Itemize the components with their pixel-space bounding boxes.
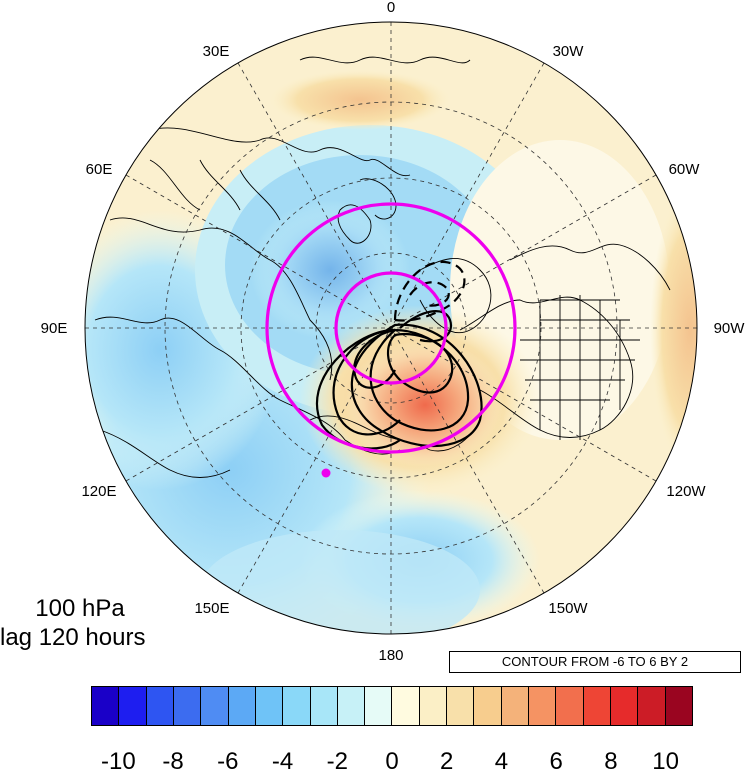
colorbar-cell: [283, 687, 311, 725]
colorbar-tick-label: 8: [604, 748, 618, 775]
lon-label-180: 180: [378, 647, 403, 664]
ring-inner: [334, 271, 448, 385]
colorbar-cell: [392, 687, 420, 725]
contour-loop-left-2: [332, 328, 401, 436]
lon-label-90e: 90E: [41, 320, 68, 337]
colorbar-tick-label: -8: [162, 748, 184, 775]
lon-label-0: 0: [387, 0, 395, 16]
lon-label-60w: 60W: [669, 161, 701, 178]
contour-positive-outer: [350, 323, 483, 448]
colorbar-cell: [665, 687, 692, 725]
colorbar-tick-label: 10: [652, 748, 679, 775]
lon-label-30e: 30E: [203, 43, 230, 60]
map-boundary: [84, 21, 698, 635]
colorbar-cell: [474, 687, 502, 725]
contour-lobe: [399, 310, 453, 343]
coastlines: [94, 56, 671, 478]
colorbar-cell: [529, 687, 557, 725]
colorbar-tick-label: 0: [385, 748, 399, 775]
colorbar-cell: [310, 687, 338, 725]
lon-label-150w: 150W: [548, 600, 588, 617]
lon-label-30w: 30W: [553, 43, 585, 60]
lon-label-150e: 150E: [194, 600, 229, 617]
colorbar-tick-label: 2: [440, 748, 454, 775]
colorbar: [91, 686, 693, 726]
colorbar-cell: [447, 687, 475, 725]
colorbar-cell: [583, 687, 611, 725]
colorbar-tick-label: -6: [217, 748, 239, 775]
colorbar-tick-label: -4: [271, 748, 294, 775]
lon-label-120e: 120E: [81, 483, 116, 500]
colorbar-tick-label: 6: [549, 748, 563, 775]
ring-outer: [265, 202, 517, 454]
colorbar-cell: [119, 687, 147, 725]
lag-label: lag 120 hours: [0, 624, 146, 651]
colorbar-cell: [501, 687, 529, 725]
colorbar-cell: [255, 687, 284, 725]
colorbar-tick-label: -2: [326, 748, 348, 775]
colorbar-cell: [201, 687, 229, 725]
colorbar-tick-label: -10: [101, 748, 136, 775]
pressure-level-label: 100 hPa: [35, 595, 125, 622]
contour-info-box: CONTOUR FROM -6 TO 6 BY 2: [449, 651, 741, 673]
lon-label-90w: 90W: [714, 320, 746, 337]
colorbar-cell: [228, 687, 256, 725]
contour-loop-left-3: [315, 328, 401, 450]
colorbar-cell: [173, 687, 202, 725]
longitude-labels: 0 30E 30W 60E 60W 90E 90W 120E 120W 150E…: [41, 0, 746, 664]
magenta-rings: [265, 202, 517, 454]
colorbar-cell: [610, 687, 639, 725]
contour-positive-mid: [369, 328, 470, 432]
colorbar-cell: [92, 687, 120, 725]
colorbar-cell: [146, 687, 174, 725]
contour-negative-dashed: [393, 260, 466, 322]
location-marker: [321, 468, 331, 478]
colorbar-cell: [337, 687, 366, 725]
colorbar-cell: [365, 687, 393, 725]
lon-label-60e: 60E: [86, 161, 113, 178]
colorbar-cell: [419, 687, 448, 725]
anomaly-contours: [315, 260, 483, 450]
colorbar-cell: [638, 687, 666, 725]
lon-label-120w: 120W: [666, 483, 706, 500]
contour-negative-dashed-2: [409, 281, 450, 307]
colorbar-tick-label: 4: [494, 748, 509, 775]
colorbar-tick-labels: -10 -8 -6 -4 -2 0 2 4 6 8 10: [0, 748, 749, 778]
colorbar-cell: [556, 687, 584, 725]
